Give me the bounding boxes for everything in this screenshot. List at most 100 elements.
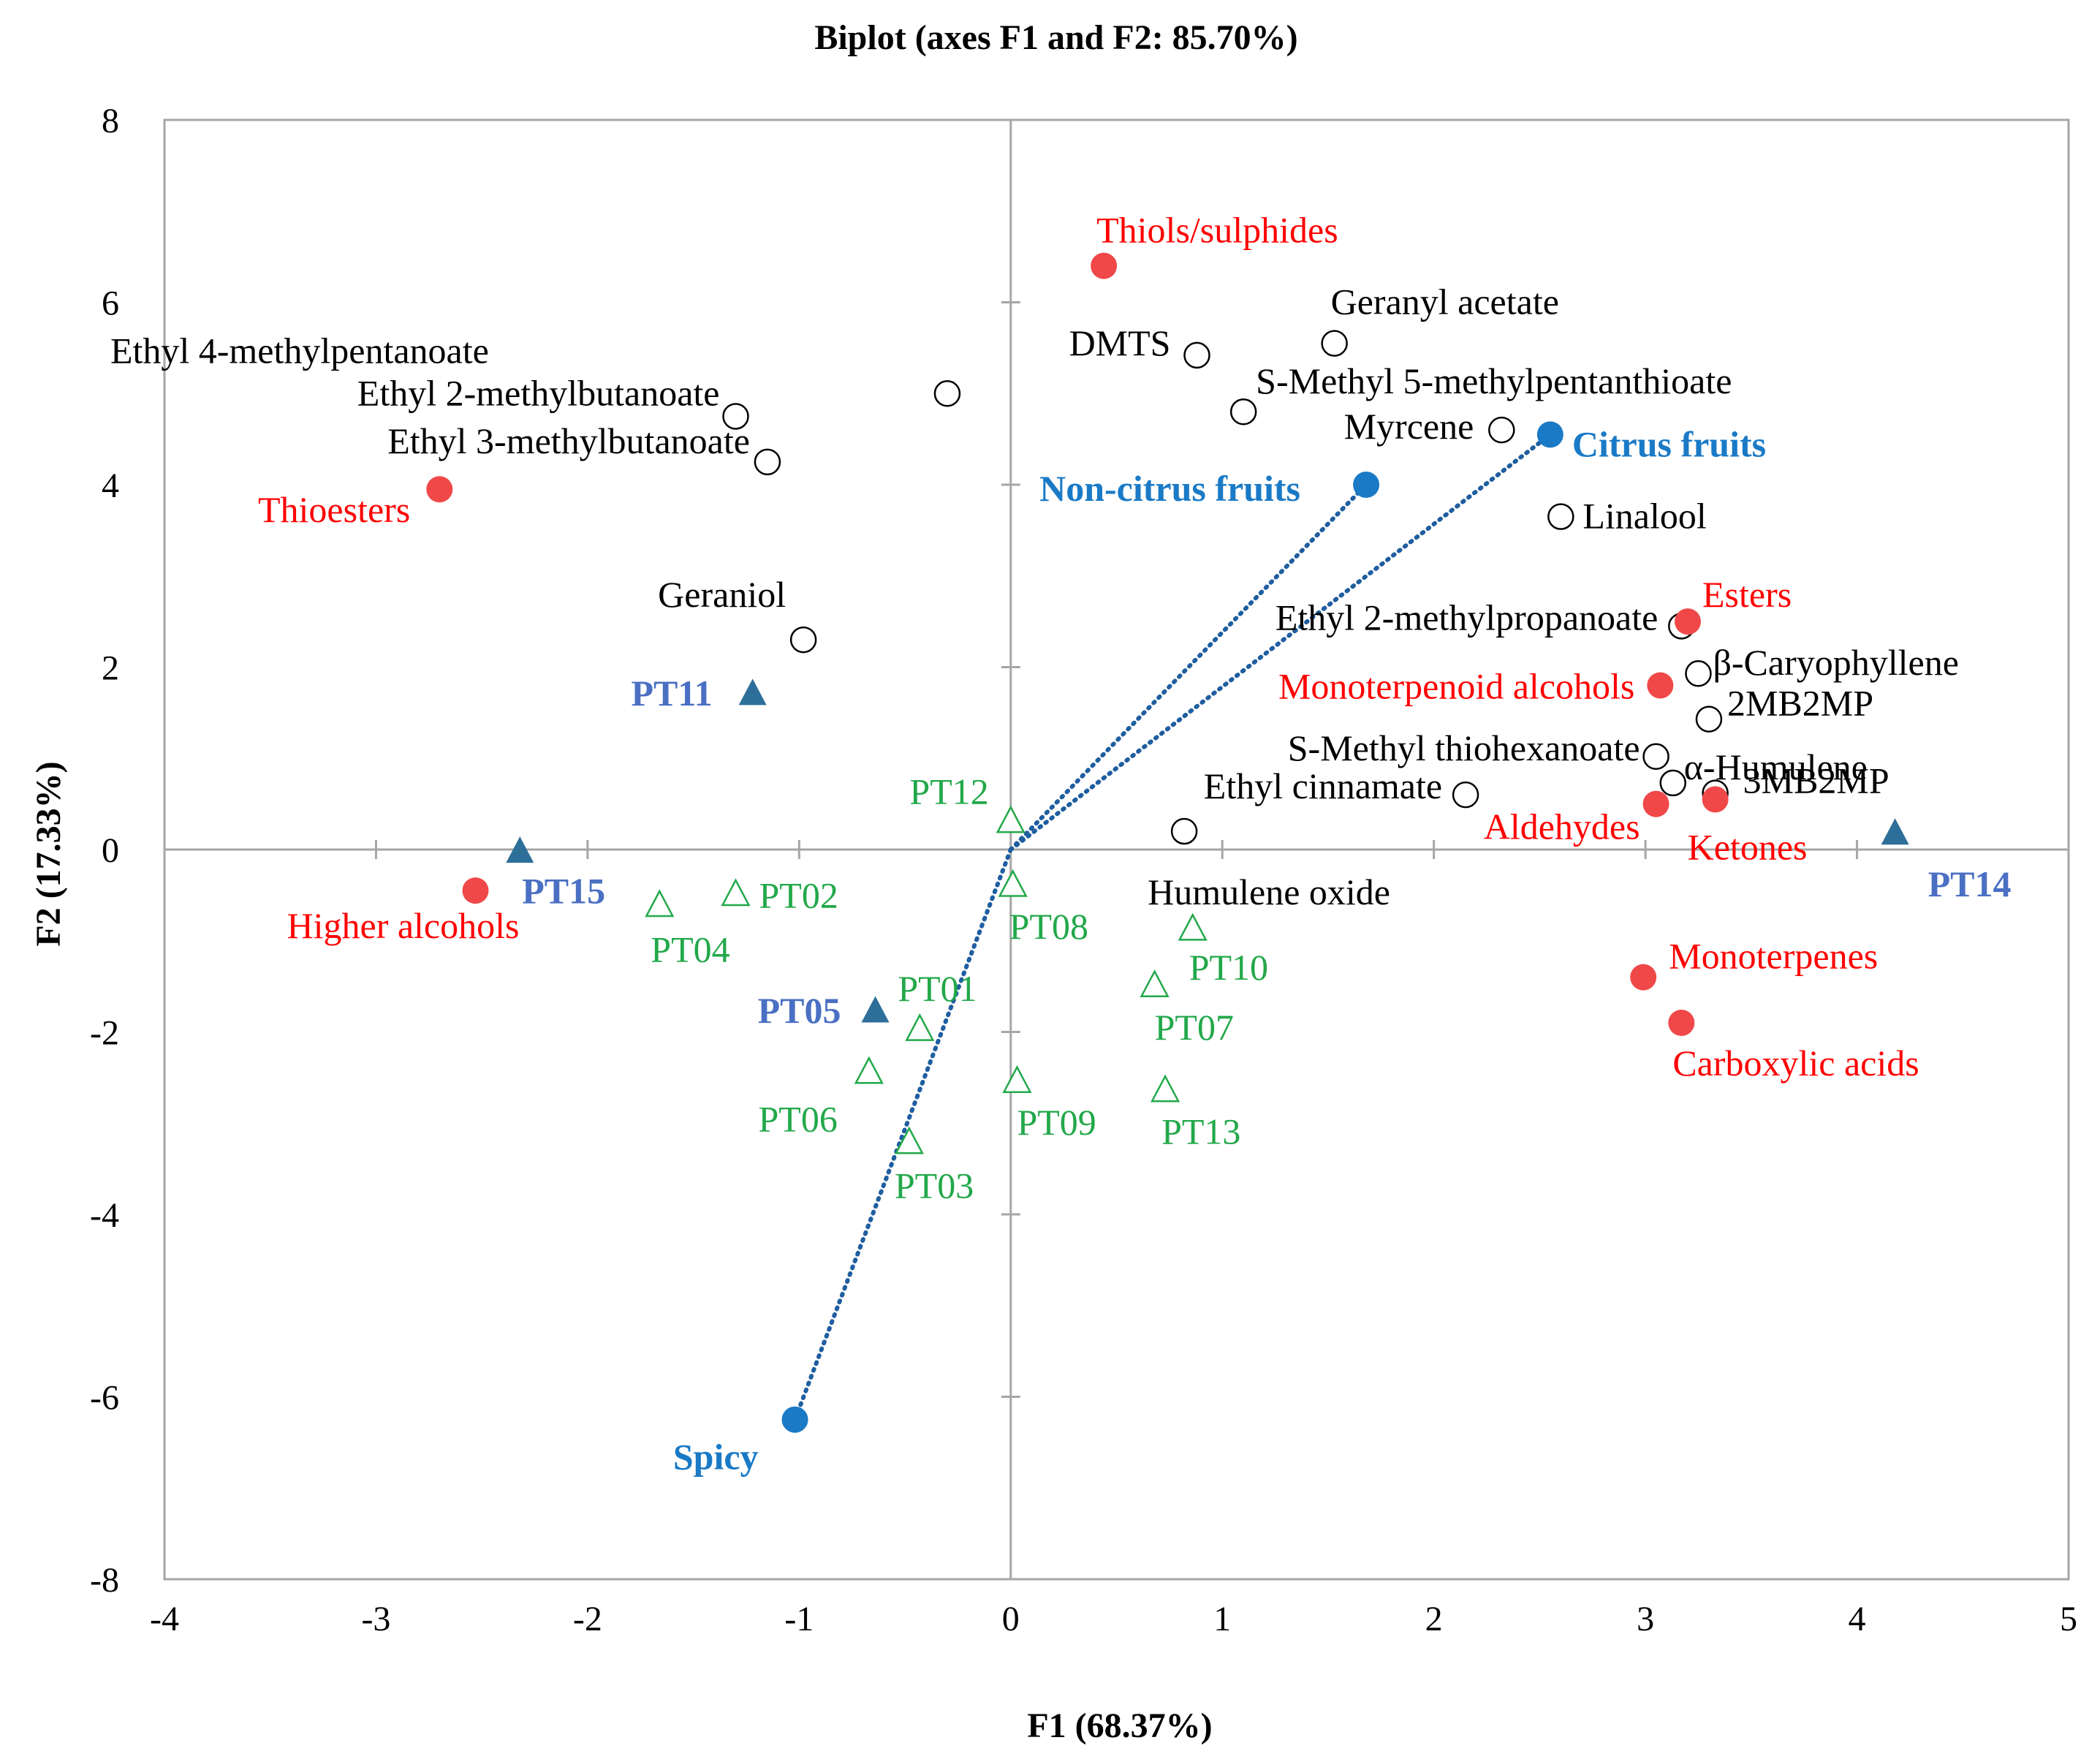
x-tick-label: -3 [361, 1600, 390, 1638]
point-higher-alcohols [462, 877, 489, 904]
label-pt07: PT07 [1155, 1007, 1234, 1048]
vector-non-citrus-fruits [1008, 483, 1369, 852]
point-aldehydes [1642, 790, 1669, 817]
point-pt11 [738, 678, 767, 706]
label-ethyl-2-methylpropanoate: Ethyl 2-methylpropanoate [1275, 597, 1658, 638]
point-geraniol [789, 626, 817, 654]
x-tick-label: -4 [150, 1600, 179, 1638]
x-tick-label: 4 [1849, 1600, 1866, 1638]
label-myrcene: Myrcene [1344, 406, 1474, 447]
label-caryophyllene: β-Caryophyllene [1713, 642, 1958, 683]
point-geranyl-acetate [1321, 330, 1348, 357]
point-pt14 [1881, 818, 1909, 845]
y-tick-label: 6 [102, 284, 119, 323]
point-s-methyl-5-methylpentanthioate [1229, 398, 1257, 426]
point-pt01 [905, 1013, 935, 1041]
label-citrus-fruits: Citrus fruits [1572, 423, 1766, 464]
point-pt03 [894, 1126, 924, 1154]
point-pt05 [861, 996, 890, 1023]
point-ethyl-cinnamate [1452, 781, 1479, 809]
point-pt13 [1150, 1074, 1180, 1103]
point-pt10 [1178, 912, 1208, 941]
point-pt08 [998, 869, 1028, 897]
point-monoterpenoid-alcohols [1647, 672, 1674, 699]
y-tick-label: 2 [102, 649, 119, 688]
y-tick-label: 0 [102, 831, 119, 870]
x-tick-label: -1 [784, 1600, 814, 1638]
label-monoterpenoid-alcohols: Monoterpenoid alcohols [1278, 665, 1634, 706]
label-pt11: PT11 [632, 673, 713, 714]
point-pt04 [645, 889, 675, 918]
label-pt15: PT15 [522, 871, 605, 912]
point-ethyl-2-methylbutanoate [722, 403, 749, 430]
y-tick-label: -4 [90, 1196, 119, 1235]
label-2mb2mp: 2MB2MP [1727, 683, 1873, 724]
vector-spicy [792, 847, 1013, 1422]
label-pt01: PT01 [898, 968, 977, 1009]
point-pt15 [506, 836, 534, 863]
label-non-citrus-fruits: Non-citrus fruits [1039, 468, 1300, 509]
point-pt06 [854, 1056, 884, 1084]
label-pt14: PT14 [1928, 863, 2012, 904]
label-carboxylic-acids: Carboxylic acids [1672, 1043, 1919, 1083]
point-pt12 [996, 805, 1026, 833]
y-axis-title: F2 (17.33%) [29, 761, 68, 946]
point-carboxylic-acids [1668, 1010, 1695, 1037]
point-pt09 [1002, 1065, 1032, 1093]
point-non-citrus-fruits [1353, 472, 1380, 498]
point-linalool [1547, 503, 1574, 530]
label-thioesters: Thioesters [258, 489, 410, 530]
label-spicy: Spicy [673, 1437, 759, 1478]
label-pt04: PT04 [651, 929, 729, 969]
label-higher-alcohols: Higher alcohols [287, 905, 520, 946]
label-pt09: PT09 [1017, 1102, 1096, 1143]
label-dmts: DMTS [1069, 322, 1171, 363]
x-tick-label: 1 [1213, 1600, 1231, 1638]
label-pt08: PT08 [1009, 906, 1088, 947]
point-dmts [1183, 341, 1210, 369]
y-tick-label: 4 [102, 466, 119, 505]
point-myrcene [1488, 416, 1515, 444]
label-ethyl-cinnamate: Ethyl cinnamate [1204, 765, 1442, 806]
x-tick-label: 2 [1425, 1600, 1443, 1638]
label-s-methyl-thiohexanoate: S-Methyl thiohexanoate [1288, 727, 1640, 768]
x-tick-label: -2 [573, 1600, 602, 1638]
label-esters: Esters [1702, 574, 1792, 615]
point-pt02 [721, 878, 751, 907]
label-monoterpenes: Monoterpenes [1669, 936, 1878, 977]
label-pt10: PT10 [1189, 947, 1268, 988]
label-geraniol: Geraniol [658, 574, 786, 615]
chart-title: Biplot (axes F1 and F2: 85.70%) [814, 18, 1297, 57]
label-pt03: PT03 [895, 1165, 974, 1206]
x-tick-label: 0 [1002, 1600, 1020, 1638]
point-monoterpenes [1630, 964, 1657, 991]
label-pt12: PT12 [909, 771, 988, 812]
label-pt05: PT05 [758, 990, 841, 1031]
label-3mb2mp: 3MB2MP [1743, 760, 1889, 801]
point-thioesters [426, 476, 453, 503]
label-linalool: Linalool [1582, 496, 1706, 537]
point-2mb2mp [1695, 706, 1723, 733]
y-tick-label: 8 [102, 102, 119, 140]
label-pt13: PT13 [1161, 1111, 1240, 1152]
label-pt06: PT06 [758, 1099, 837, 1140]
point-ethyl-4-methylpentanoate [933, 380, 961, 407]
y-tick-label: -6 [90, 1379, 119, 1418]
point-spicy [781, 1406, 808, 1433]
point-humulene-oxide [1170, 817, 1198, 845]
point-esters [1675, 608, 1701, 635]
x-axis-title: F1 (68.37%) [1027, 1706, 1212, 1745]
label-thiols-sulphides: Thiols/sulphides [1096, 210, 1338, 251]
y-tick-label: -2 [90, 1014, 119, 1053]
label-pt02: PT02 [759, 874, 838, 915]
point-humulene [1659, 769, 1686, 797]
point-thiols-sulphides [1091, 252, 1118, 279]
point-pt07 [1140, 969, 1170, 997]
x-tick-label: 3 [1637, 1600, 1654, 1638]
label-ethyl-4-methylpentanoate: Ethyl 4-methylpentanoate [110, 330, 489, 371]
label-s-methyl-5-methylpentanthioate: S-Methyl 5-methylpentanthioate [1256, 360, 1732, 401]
point-ketones [1702, 786, 1729, 813]
label-ethyl-3-methylbutanoate: Ethyl 3-methylbutanoate [387, 420, 750, 461]
